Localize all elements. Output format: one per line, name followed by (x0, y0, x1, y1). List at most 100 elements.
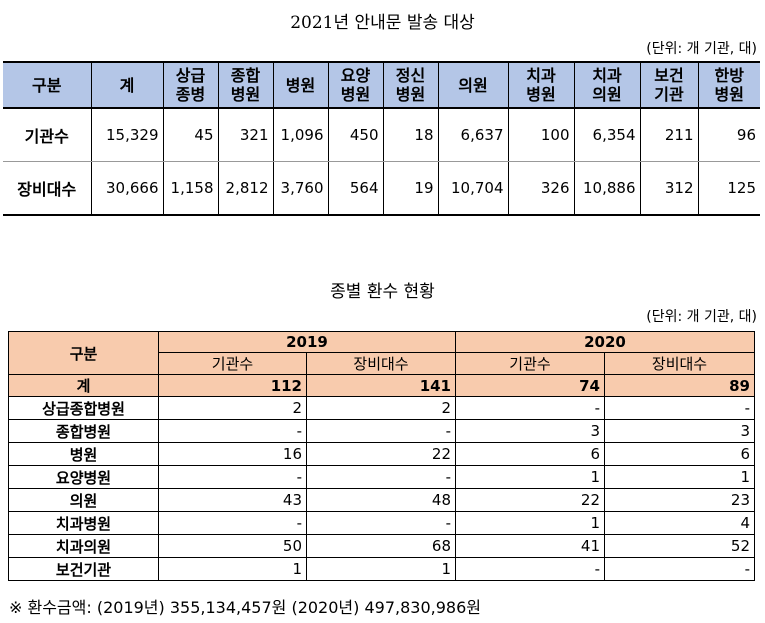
table-cell: 1,158 (162, 161, 219, 216)
recovery-status-table: 구분 2019 2020 기관수 장비대수 기관수 장비대수 계 112 141… (8, 331, 755, 581)
table-cell: 23 (604, 488, 755, 512)
row-label: 치과의원 (8, 534, 159, 558)
table1-header-cell: 상급 종병 (162, 61, 219, 109)
table-row: 의원 43 48 22 23 (8, 488, 755, 512)
table1-header-cell: 치과 병원 (507, 61, 575, 109)
table-row: 기관수 15,329 45 321 1,096 450 18 6,637 100 6,354 211… (3, 108, 760, 162)
header-text: 기관 (654, 85, 684, 104)
table-cell: 10,886 (573, 161, 641, 216)
subheader-devices-2020: 장비대수 (604, 352, 755, 375)
table-row: 장비대수 30,666 1,158 2,812 3,760 564 19 10,704 326 1… (3, 161, 760, 216)
table1-header-cell: 병원 (272, 61, 329, 109)
table1-header-cell: 계 (90, 61, 164, 109)
table-cell: 2,812 (217, 161, 274, 216)
table-cell: 1,096 (272, 108, 329, 162)
table-cell: - (306, 419, 456, 443)
table1-header-cell: 보건 기관 (639, 61, 699, 109)
header-text: 정신 (395, 66, 426, 85)
table2-title: 종별 환수 현황 (330, 282, 435, 302)
table-cell: 125 (697, 161, 760, 216)
header-text: 요양 (340, 66, 371, 85)
year-2020-header: 2020 (455, 331, 755, 353)
table2-subheader-row: 기관수 장비대수 기관수 장비대수 (9, 352, 755, 375)
header-text: 병원 (714, 85, 744, 104)
table-cell: 22 (306, 442, 456, 466)
row-label: 의원 (8, 488, 159, 512)
table-cell: 2 (158, 396, 307, 420)
table-cell: 15,329 (90, 108, 164, 162)
total-label: 계 (8, 374, 159, 397)
table-cell: 1 (158, 557, 307, 581)
total-value: 141 (306, 374, 456, 397)
table-row: 치과의원 50 68 41 52 (8, 534, 755, 558)
table1-header-row: 구분 계 상급 종병 종합 병원 병원 요양 병원 정신 병원 의원 치과 병원 치과 의원 보건 기관 한방 병원 (3, 61, 760, 109)
table-cell: 19 (382, 161, 439, 216)
table1-header-cell: 정신 병원 (382, 61, 439, 109)
table1-header-cell: 치과 의원 (573, 61, 641, 109)
table-cell: - (158, 511, 307, 535)
table-row: 치과병원 - -1 4 (8, 511, 755, 535)
subheader-institutions-2020: 기관수 (455, 352, 605, 375)
header-text: 치과 (592, 66, 622, 85)
header-text: 병원 (395, 85, 426, 104)
table-cell: 1 (455, 465, 605, 489)
table-cell: 450 (327, 108, 384, 162)
header-text: 병원 (230, 85, 261, 104)
table-cell: 312 (639, 161, 699, 216)
table-cell: 1 (455, 511, 605, 535)
table2-year-row: 구분 2019 2020 (8, 331, 755, 375)
table-cell: 50 (158, 534, 307, 558)
table-cell: - (455, 396, 605, 420)
row-label: 병원 (8, 442, 159, 466)
table-cell: 6 (604, 442, 755, 466)
table-cell: 321 (217, 108, 274, 162)
header-text: 한방 (714, 66, 744, 85)
table-cell: 1 (306, 557, 456, 581)
recovery-amount-note: ※ 환수금액: (2019년) 355,134,457원 (2020년) 497… (9, 598, 481, 617)
table-cell: 96 (697, 108, 760, 162)
table1-header-cell: 종합 병원 (217, 61, 274, 109)
table1-header-cell: 의원 (437, 61, 509, 109)
table1-header-cell: 한방 병원 (697, 61, 760, 109)
table1-header-cell: 구분 (3, 61, 92, 109)
table-cell: 22 (455, 488, 605, 512)
table-cell: 6,637 (437, 108, 509, 162)
header-text: 의원 (592, 85, 622, 104)
table-cell: - (158, 419, 307, 443)
table-cell: 3 (604, 419, 755, 443)
table2-total-row: 계 112 141 74 89 (8, 374, 755, 397)
table-cell: 52 (604, 534, 755, 558)
table-cell: - (604, 396, 755, 420)
table1-header-cell: 요양 병원 (327, 61, 384, 109)
header-text: 보건 (654, 66, 684, 85)
table-row: 병원 16 22 6 6 (8, 442, 755, 466)
table-cell: 18 (382, 108, 439, 162)
table-cell: 30,666 (90, 161, 164, 216)
table-cell: - (455, 557, 605, 581)
header-text: 병원 (526, 85, 556, 104)
table-cell: 43 (158, 488, 307, 512)
table-cell: 3 (455, 419, 605, 443)
table-cell: 10,704 (437, 161, 509, 216)
table-row: 보건기관 1 1- - (8, 557, 755, 581)
table-cell: 326 (507, 161, 575, 216)
table-cell: 6,354 (573, 108, 641, 162)
year-2019-header: 2019 (158, 331, 456, 353)
table-cell: 45 (162, 108, 219, 162)
table-cell: 16 (158, 442, 307, 466)
row-label: 기관수 (3, 108, 92, 162)
table-cell: 68 (306, 534, 456, 558)
table-row: 종합병원 - -3 3 (8, 419, 755, 443)
table1-title: 2021년 안내문 발송 대상 (290, 13, 475, 33)
header-text: 의원 (458, 75, 488, 95)
table-cell: - (158, 465, 307, 489)
header-text: 종병 (175, 85, 206, 104)
table-cell: - (306, 511, 456, 535)
table1-unit: (단위: 개 기관, 대) (646, 41, 757, 57)
table-cell: 211 (639, 108, 699, 162)
row-label: 보건기관 (8, 557, 159, 581)
row-label: 종합병원 (8, 419, 159, 443)
table-cell: 2 (306, 396, 456, 420)
shipment-target-table: 구분 계 상급 종병 종합 병원 병원 요양 병원 정신 병원 의원 치과 병원 치과 의원 보건 기관 한방 병원 … (3, 61, 760, 216)
table2-unit: (단위: 개 기관, 대) (646, 309, 757, 325)
